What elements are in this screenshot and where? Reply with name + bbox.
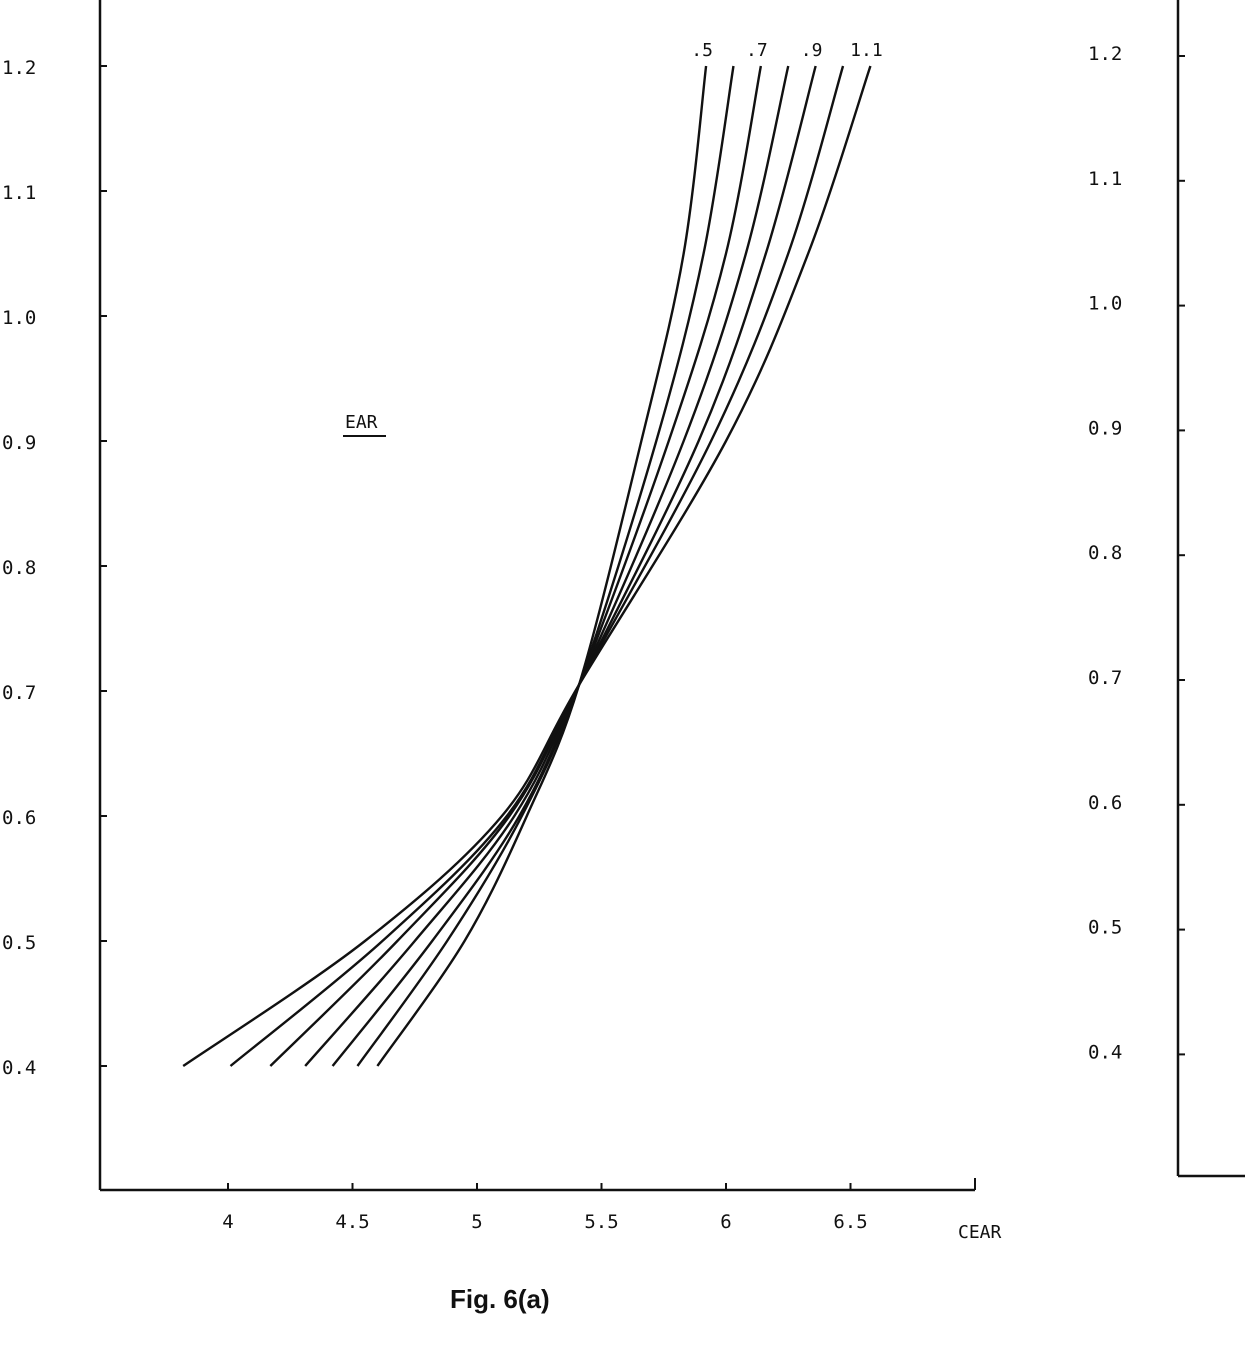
curve-label: .7 (746, 40, 768, 61)
right-y-tick-label: 1.1 (1088, 168, 1122, 190)
x-tick-label: 5 (471, 1211, 482, 1233)
y-tick-label: 1.0 (2, 307, 36, 329)
x-tick-label: 6 (720, 1211, 731, 1233)
right-y-tick-label: 1.2 (1088, 43, 1122, 65)
figure-caption: Fig. 6(a) (450, 1284, 550, 1314)
right-y-tick-label: 0.5 (1088, 917, 1122, 939)
y-tick-label: 1.1 (2, 182, 36, 204)
right-y-tick-label: 0.8 (1088, 542, 1122, 564)
chart-6a: 4 4.5 5 5.5 6 6.5 1.2 1.1 1.0 0.9 0.8 0.7 0.6 0.5 0.4… (2, 0, 1002, 1314)
curve-series-6 (182, 65, 872, 1067)
x-tick-label: 4.5 (335, 1211, 369, 1233)
curve-series-1 (356, 65, 735, 1067)
chart-6b-partial: 1.2 1.1 1.0 0.9 0.8 0.7 0.6 0.5 0.4 (1088, 0, 1245, 1178)
curve-series-0 (376, 65, 708, 1067)
y-tick-label: 0.7 (2, 682, 36, 704)
y-tick-label: 0.4 (2, 1057, 36, 1079)
y-ticks: 1.2 1.1 1.0 0.9 0.8 0.7 0.6 0.5 0.4 (2, 57, 107, 1079)
curves (182, 65, 872, 1067)
curve-label: .5 (691, 40, 713, 61)
y-axis-label: EAR (345, 412, 378, 433)
right-y-tick-label: 0.9 (1088, 417, 1122, 439)
right-y-tick-label: 0.4 (1088, 1041, 1122, 1063)
curve-series-2 (331, 65, 763, 1067)
curve-label: .9 (801, 40, 823, 61)
curve-series-3 (304, 65, 790, 1067)
curve-label: 1.1 (850, 40, 883, 61)
x-tick-label: 6.5 (833, 1211, 867, 1233)
y-tick-label: 0.5 (2, 932, 36, 954)
x-tick-label: 4 (222, 1211, 233, 1233)
curve-labels: .5 .7 .9 1.1 (691, 40, 882, 61)
x-tick-label: 5.5 (584, 1211, 618, 1233)
right-y-tick-label: 0.7 (1088, 667, 1122, 689)
x-ticks: 4 4.5 5 5.5 6 6.5 (222, 1183, 868, 1233)
y-tick-label: 0.9 (2, 432, 36, 454)
y-tick-label: 1.2 (2, 57, 36, 79)
right-y-tick-label: 0.6 (1088, 792, 1122, 814)
y-tick-label: 0.8 (2, 557, 36, 579)
right-y-tick-label: 1.0 (1088, 293, 1122, 315)
x-axis-label: CEAR (958, 1222, 1002, 1243)
y-tick-label: 0.6 (2, 807, 36, 829)
right-y-ticks: 1.2 1.1 1.0 0.9 0.8 0.7 0.6 0.5 0.4 (1088, 43, 1185, 1063)
curve-series-5 (229, 65, 845, 1067)
